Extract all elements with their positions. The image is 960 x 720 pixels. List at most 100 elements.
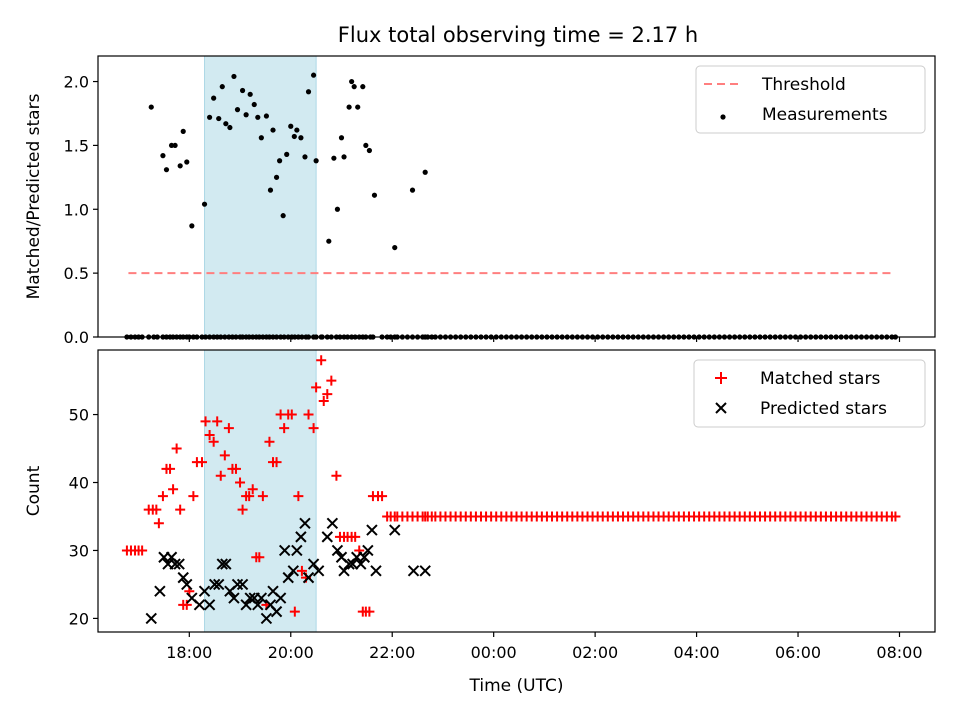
predicted-point	[213, 578, 225, 591]
measurement-point	[273, 174, 280, 180]
matched-point	[157, 491, 168, 502]
matched-point	[377, 491, 388, 502]
measurement-point	[310, 72, 317, 78]
legend-predicted-swatch	[715, 402, 727, 414]
matched-point	[318, 395, 329, 406]
measurement-point	[363, 142, 369, 149]
measurement-point	[201, 201, 208, 207]
predicted-point	[236, 578, 249, 591]
predicted-point	[362, 544, 374, 557]
measurement-point	[326, 238, 332, 244]
predicted-point	[355, 558, 367, 570]
predicted-point	[282, 571, 294, 584]
measurement-point	[263, 113, 270, 119]
measurement-point	[409, 187, 416, 193]
predicted-point	[307, 558, 320, 570]
ratio-panel: 0.0 0.5 1.0 1.5 2.0 Matched/Predicted stars Th…	[24, 55, 936, 347]
x-tick-label: 04:00	[674, 643, 720, 662]
legend-matched-swatch	[715, 372, 727, 384]
y-tick-label: 40	[69, 474, 89, 493]
matched-point	[230, 463, 241, 474]
x-tick-label: 20:00	[268, 643, 314, 662]
predicted-point	[220, 558, 232, 570]
measurement-point	[223, 121, 229, 127]
predicted-point	[302, 571, 315, 584]
axes-frame	[97, 55, 936, 338]
measurement-point	[338, 135, 345, 141]
y-axis-label: Count	[24, 465, 44, 516]
measurement-point	[280, 213, 286, 219]
y-tick-label: 30	[69, 541, 89, 560]
measurement-point	[251, 101, 257, 108]
matched-point	[188, 491, 199, 502]
matched-point	[235, 477, 246, 488]
measurement-point	[341, 154, 347, 160]
y-tick-label: 0.0	[64, 328, 89, 347]
predicted-point	[299, 517, 311, 529]
matched-point	[151, 504, 162, 515]
predicted-point	[203, 599, 216, 611]
matched-point	[257, 491, 268, 502]
y-axis-label: Matched/Predicted stars	[24, 93, 44, 299]
measurement-point	[270, 127, 276, 133]
predicted-point	[270, 605, 283, 618]
predicted-point	[346, 558, 359, 570]
predicted-point	[255, 592, 268, 604]
x-tick-label: 18:00	[166, 643, 212, 662]
predicted-point	[231, 578, 244, 591]
predicted-point	[145, 612, 157, 625]
matched-point	[289, 606, 300, 617]
measurement-point	[177, 163, 183, 169]
measurement-point	[313, 158, 319, 164]
count-panel: 20 30 40 50 18:00 20:00 22:00 00:00 02:00 04:00 06…	[24, 349, 936, 696]
measurement-point	[284, 151, 290, 157]
x-tick-label: 02:00	[572, 643, 618, 662]
axes-frame	[97, 349, 936, 633]
legend-box	[693, 359, 926, 428]
measurement-point	[216, 115, 222, 122]
observing-span	[204, 349, 317, 633]
matched-point	[219, 450, 230, 461]
measurement-point	[247, 91, 253, 97]
measurement-point	[351, 84, 357, 90]
legend-box	[695, 65, 926, 134]
matched-point	[204, 429, 215, 440]
matched-point	[316, 355, 327, 366]
predicted-point	[198, 585, 211, 597]
measurement-point	[267, 187, 274, 193]
predicted-point	[260, 612, 273, 625]
matched-point	[322, 389, 333, 400]
matched-point	[286, 409, 297, 420]
matched-point	[175, 504, 186, 515]
predicted-point	[216, 558, 228, 570]
matched-point	[181, 599, 192, 610]
matched-point	[208, 436, 219, 447]
matched-point	[350, 531, 361, 542]
matched-point	[153, 518, 164, 529]
predicted-point	[274, 592, 287, 604]
matched-point	[296, 565, 307, 576]
x-tick-label: 22:00	[369, 643, 415, 662]
x-tick-label: 06:00	[775, 643, 821, 662]
measurement-point	[160, 153, 166, 159]
measurement-point	[180, 128, 186, 134]
predicted-point	[193, 599, 206, 611]
matched-point	[293, 491, 304, 502]
predicted-point	[291, 544, 303, 557]
predicted-point	[228, 592, 240, 604]
measurement-point	[163, 167, 170, 173]
measurement-point	[234, 107, 241, 113]
measurement-point	[302, 154, 308, 160]
measurement-point	[349, 78, 355, 85]
chart-title: Flux total observing time = 2.17 h	[338, 23, 698, 47]
measurement-point	[219, 84, 225, 90]
predicted-point	[312, 565, 325, 577]
matched-point	[165, 463, 176, 474]
matched-point	[212, 416, 223, 427]
measurement-point	[346, 104, 352, 110]
measurement-point	[294, 127, 300, 133]
predicted-point	[278, 544, 291, 557]
legend-label: Measurements	[762, 105, 888, 125]
y-tick-label: 50	[69, 406, 89, 425]
predicted-point	[321, 531, 333, 543]
